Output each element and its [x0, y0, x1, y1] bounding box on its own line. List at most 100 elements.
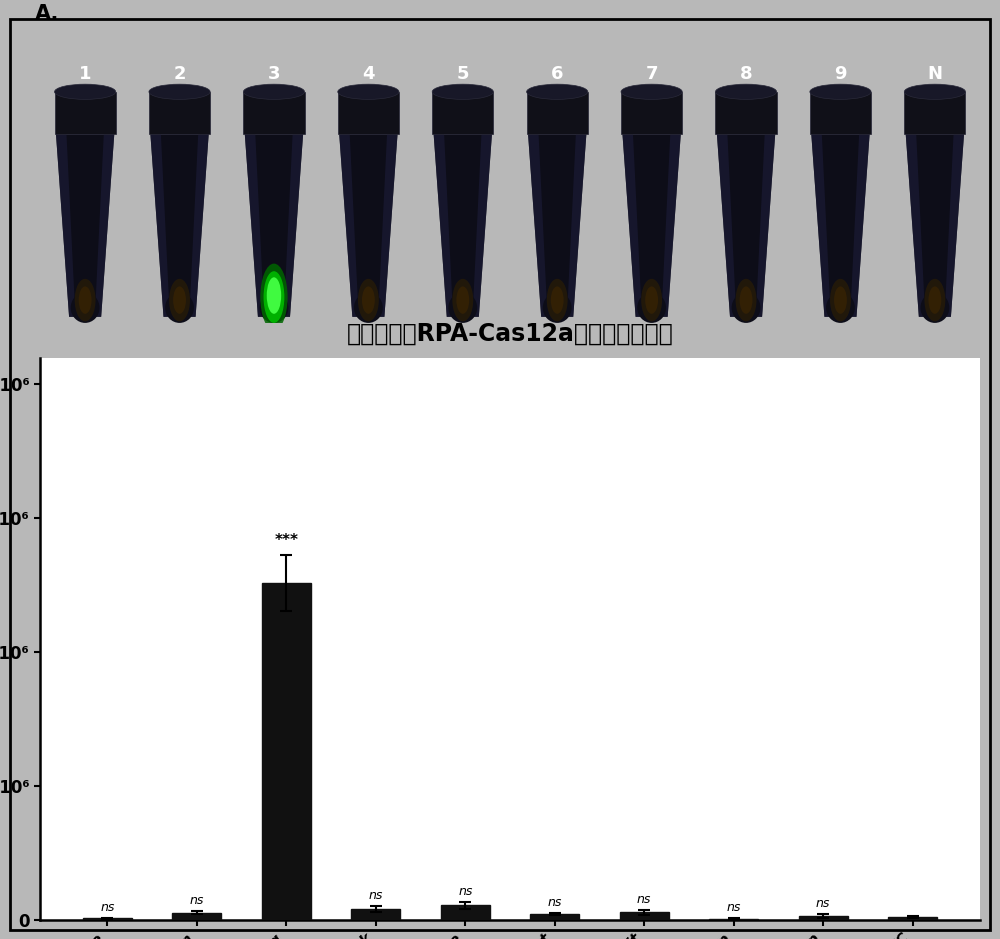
Bar	[810, 92, 871, 134]
Ellipse shape	[55, 85, 116, 100]
Text: 7: 7	[645, 65, 658, 83]
Ellipse shape	[621, 85, 682, 100]
Polygon shape	[906, 134, 925, 316]
Ellipse shape	[173, 286, 186, 314]
Bar	[620, 912, 669, 920]
Polygon shape	[811, 134, 870, 316]
Ellipse shape	[928, 286, 941, 314]
Text: 1: 1	[79, 65, 91, 83]
Polygon shape	[528, 134, 547, 316]
Ellipse shape	[71, 292, 100, 323]
Text: ns: ns	[816, 898, 830, 911]
Bar	[338, 92, 399, 134]
Text: N: N	[927, 65, 942, 83]
Ellipse shape	[75, 279, 96, 321]
Text: ns: ns	[637, 893, 651, 906]
Ellipse shape	[267, 277, 281, 314]
Polygon shape	[245, 134, 303, 316]
Text: ns: ns	[100, 901, 115, 914]
Bar	[888, 917, 937, 920]
Polygon shape	[811, 134, 831, 316]
Ellipse shape	[834, 286, 847, 314]
Bar	[709, 918, 758, 920]
Ellipse shape	[149, 85, 210, 100]
Text: 8: 8	[740, 65, 752, 83]
Polygon shape	[339, 134, 359, 316]
Polygon shape	[434, 134, 492, 316]
Text: 5: 5	[457, 65, 469, 83]
Bar	[799, 916, 848, 920]
Bar	[530, 915, 579, 920]
Polygon shape	[150, 134, 170, 316]
Bar	[621, 92, 682, 134]
Ellipse shape	[924, 279, 945, 321]
Ellipse shape	[527, 85, 588, 100]
Text: 3: 3	[268, 65, 280, 83]
Polygon shape	[378, 134, 398, 316]
Text: ns: ns	[727, 901, 741, 914]
Ellipse shape	[551, 286, 564, 314]
Text: ***: ***	[274, 532, 298, 547]
Ellipse shape	[354, 292, 383, 323]
Ellipse shape	[645, 286, 658, 314]
Polygon shape	[95, 134, 114, 316]
Bar	[351, 909, 400, 920]
Ellipse shape	[448, 292, 477, 323]
Ellipse shape	[740, 286, 752, 314]
Text: ns: ns	[548, 896, 562, 909]
Polygon shape	[528, 134, 586, 316]
Ellipse shape	[920, 292, 949, 323]
Ellipse shape	[362, 286, 375, 314]
Ellipse shape	[432, 85, 493, 100]
Bar	[441, 905, 490, 920]
Ellipse shape	[810, 85, 871, 100]
Bar	[715, 92, 777, 134]
Ellipse shape	[264, 271, 284, 323]
Ellipse shape	[452, 279, 473, 321]
Polygon shape	[717, 134, 775, 316]
Bar	[243, 92, 305, 134]
Polygon shape	[189, 134, 209, 316]
Polygon shape	[56, 134, 75, 316]
Ellipse shape	[456, 286, 469, 314]
Ellipse shape	[260, 264, 288, 331]
Polygon shape	[339, 134, 398, 316]
Title: 猪源性成分RPA-Cas12a检测体系特异性: 猪源性成分RPA-Cas12a检测体系特异性	[347, 322, 673, 346]
Polygon shape	[245, 134, 264, 316]
Polygon shape	[945, 134, 964, 316]
Ellipse shape	[543, 292, 572, 323]
Text: 9: 9	[834, 65, 847, 83]
Ellipse shape	[826, 292, 855, 323]
Ellipse shape	[243, 85, 305, 100]
Polygon shape	[622, 134, 642, 316]
Text: ns: ns	[190, 894, 204, 907]
Ellipse shape	[637, 292, 666, 323]
Polygon shape	[473, 134, 492, 316]
Bar	[172, 913, 221, 920]
Text: 4: 4	[362, 65, 375, 83]
Polygon shape	[284, 134, 303, 316]
Ellipse shape	[169, 279, 190, 321]
Polygon shape	[434, 134, 453, 316]
Polygon shape	[756, 134, 775, 316]
Ellipse shape	[732, 292, 760, 323]
Bar	[83, 918, 132, 920]
Polygon shape	[850, 134, 870, 316]
Ellipse shape	[358, 279, 379, 321]
Ellipse shape	[165, 292, 194, 323]
Polygon shape	[717, 134, 736, 316]
Text: 2: 2	[173, 65, 186, 83]
Bar	[149, 92, 210, 134]
Ellipse shape	[641, 279, 662, 321]
Polygon shape	[567, 134, 586, 316]
Ellipse shape	[715, 85, 777, 100]
Text: 6: 6	[551, 65, 563, 83]
Polygon shape	[906, 134, 964, 316]
Polygon shape	[56, 134, 114, 316]
Bar	[262, 582, 311, 920]
Text: ns: ns	[458, 885, 472, 898]
Bar	[55, 92, 116, 134]
Ellipse shape	[260, 292, 288, 323]
Text: A.: A.	[35, 4, 60, 23]
Bar	[527, 92, 588, 134]
